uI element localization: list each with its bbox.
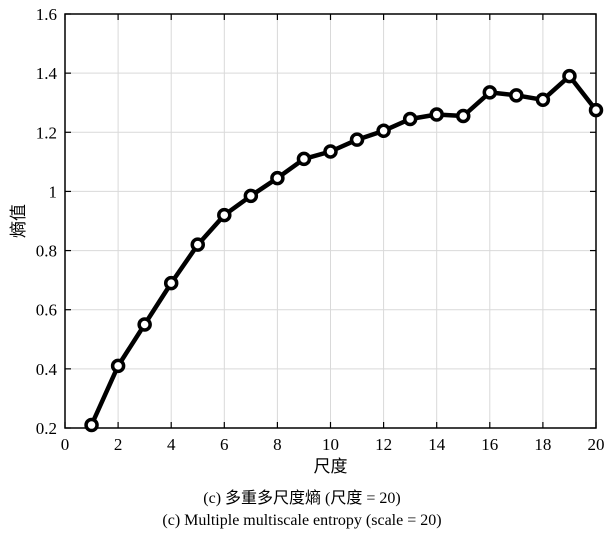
data-point-marker [323,144,338,159]
data-point-marker [349,132,365,147]
y-axis-tick-labels: 0.2 0.4 0.6 0.8 1 1.2 1.4 1.6 [36,5,58,438]
data-point-marker [456,108,471,124]
data-point-marker [588,102,604,118]
y-tick-label: 1.4 [36,64,58,83]
series-entropy [84,68,604,433]
x-tick-label: 14 [428,435,446,454]
y-tick-label: 0.2 [36,419,57,438]
x-tick-label: 4 [167,435,176,454]
x-tick-label: 2 [114,435,123,454]
data-point-marker [110,358,126,374]
x-tick-label: 20 [588,435,604,454]
x-tick-label: 12 [375,435,392,454]
data-point-marker [84,417,99,433]
figure-caption-chinese: (c) 多重多尺度熵 (尺度 = 20) [203,490,401,507]
y-tick-label: 0.6 [36,301,57,320]
data-point-marker [509,88,524,103]
data-point-marker [535,92,551,108]
figure-caption-english: (c) Multiple multiscale entropy (scale =… [162,512,442,529]
x-axis-title: 尺度 [314,457,348,477]
data-point-marker [190,237,205,252]
data-point-marker [270,170,285,186]
y-tick-label: 1.6 [36,5,57,24]
y-axis-title: 熵值 [9,204,29,238]
data-point-marker [482,85,498,100]
tick-marks [64,13,597,429]
data-point-marker [163,275,179,291]
y-tick-label: 1 [49,182,58,201]
data-point-marker [137,317,152,332]
x-tick-label: 16 [481,435,498,454]
x-tick-label: 18 [534,435,551,454]
y-tick-label: 0.4 [36,360,58,379]
data-point-marker [429,107,444,122]
data-point-marker [562,68,577,84]
data-point-marker [402,111,418,127]
x-tick-label: 10 [322,435,339,454]
y-tick-label: 0.8 [36,242,57,261]
x-axis-tick-labels: 0 2 4 6 8 10 12 14 16 18 20 [61,435,604,454]
x-tick-label: 8 [273,435,282,454]
data-point-marker [217,207,232,223]
x-tick-label: 0 [61,435,70,454]
grid-lines [64,13,597,429]
data-point-marker [296,151,312,167]
data-point-marker [243,188,259,204]
y-tick-label: 1.2 [36,123,57,142]
data-point-marker [376,123,391,139]
x-tick-label: 6 [220,435,229,454]
